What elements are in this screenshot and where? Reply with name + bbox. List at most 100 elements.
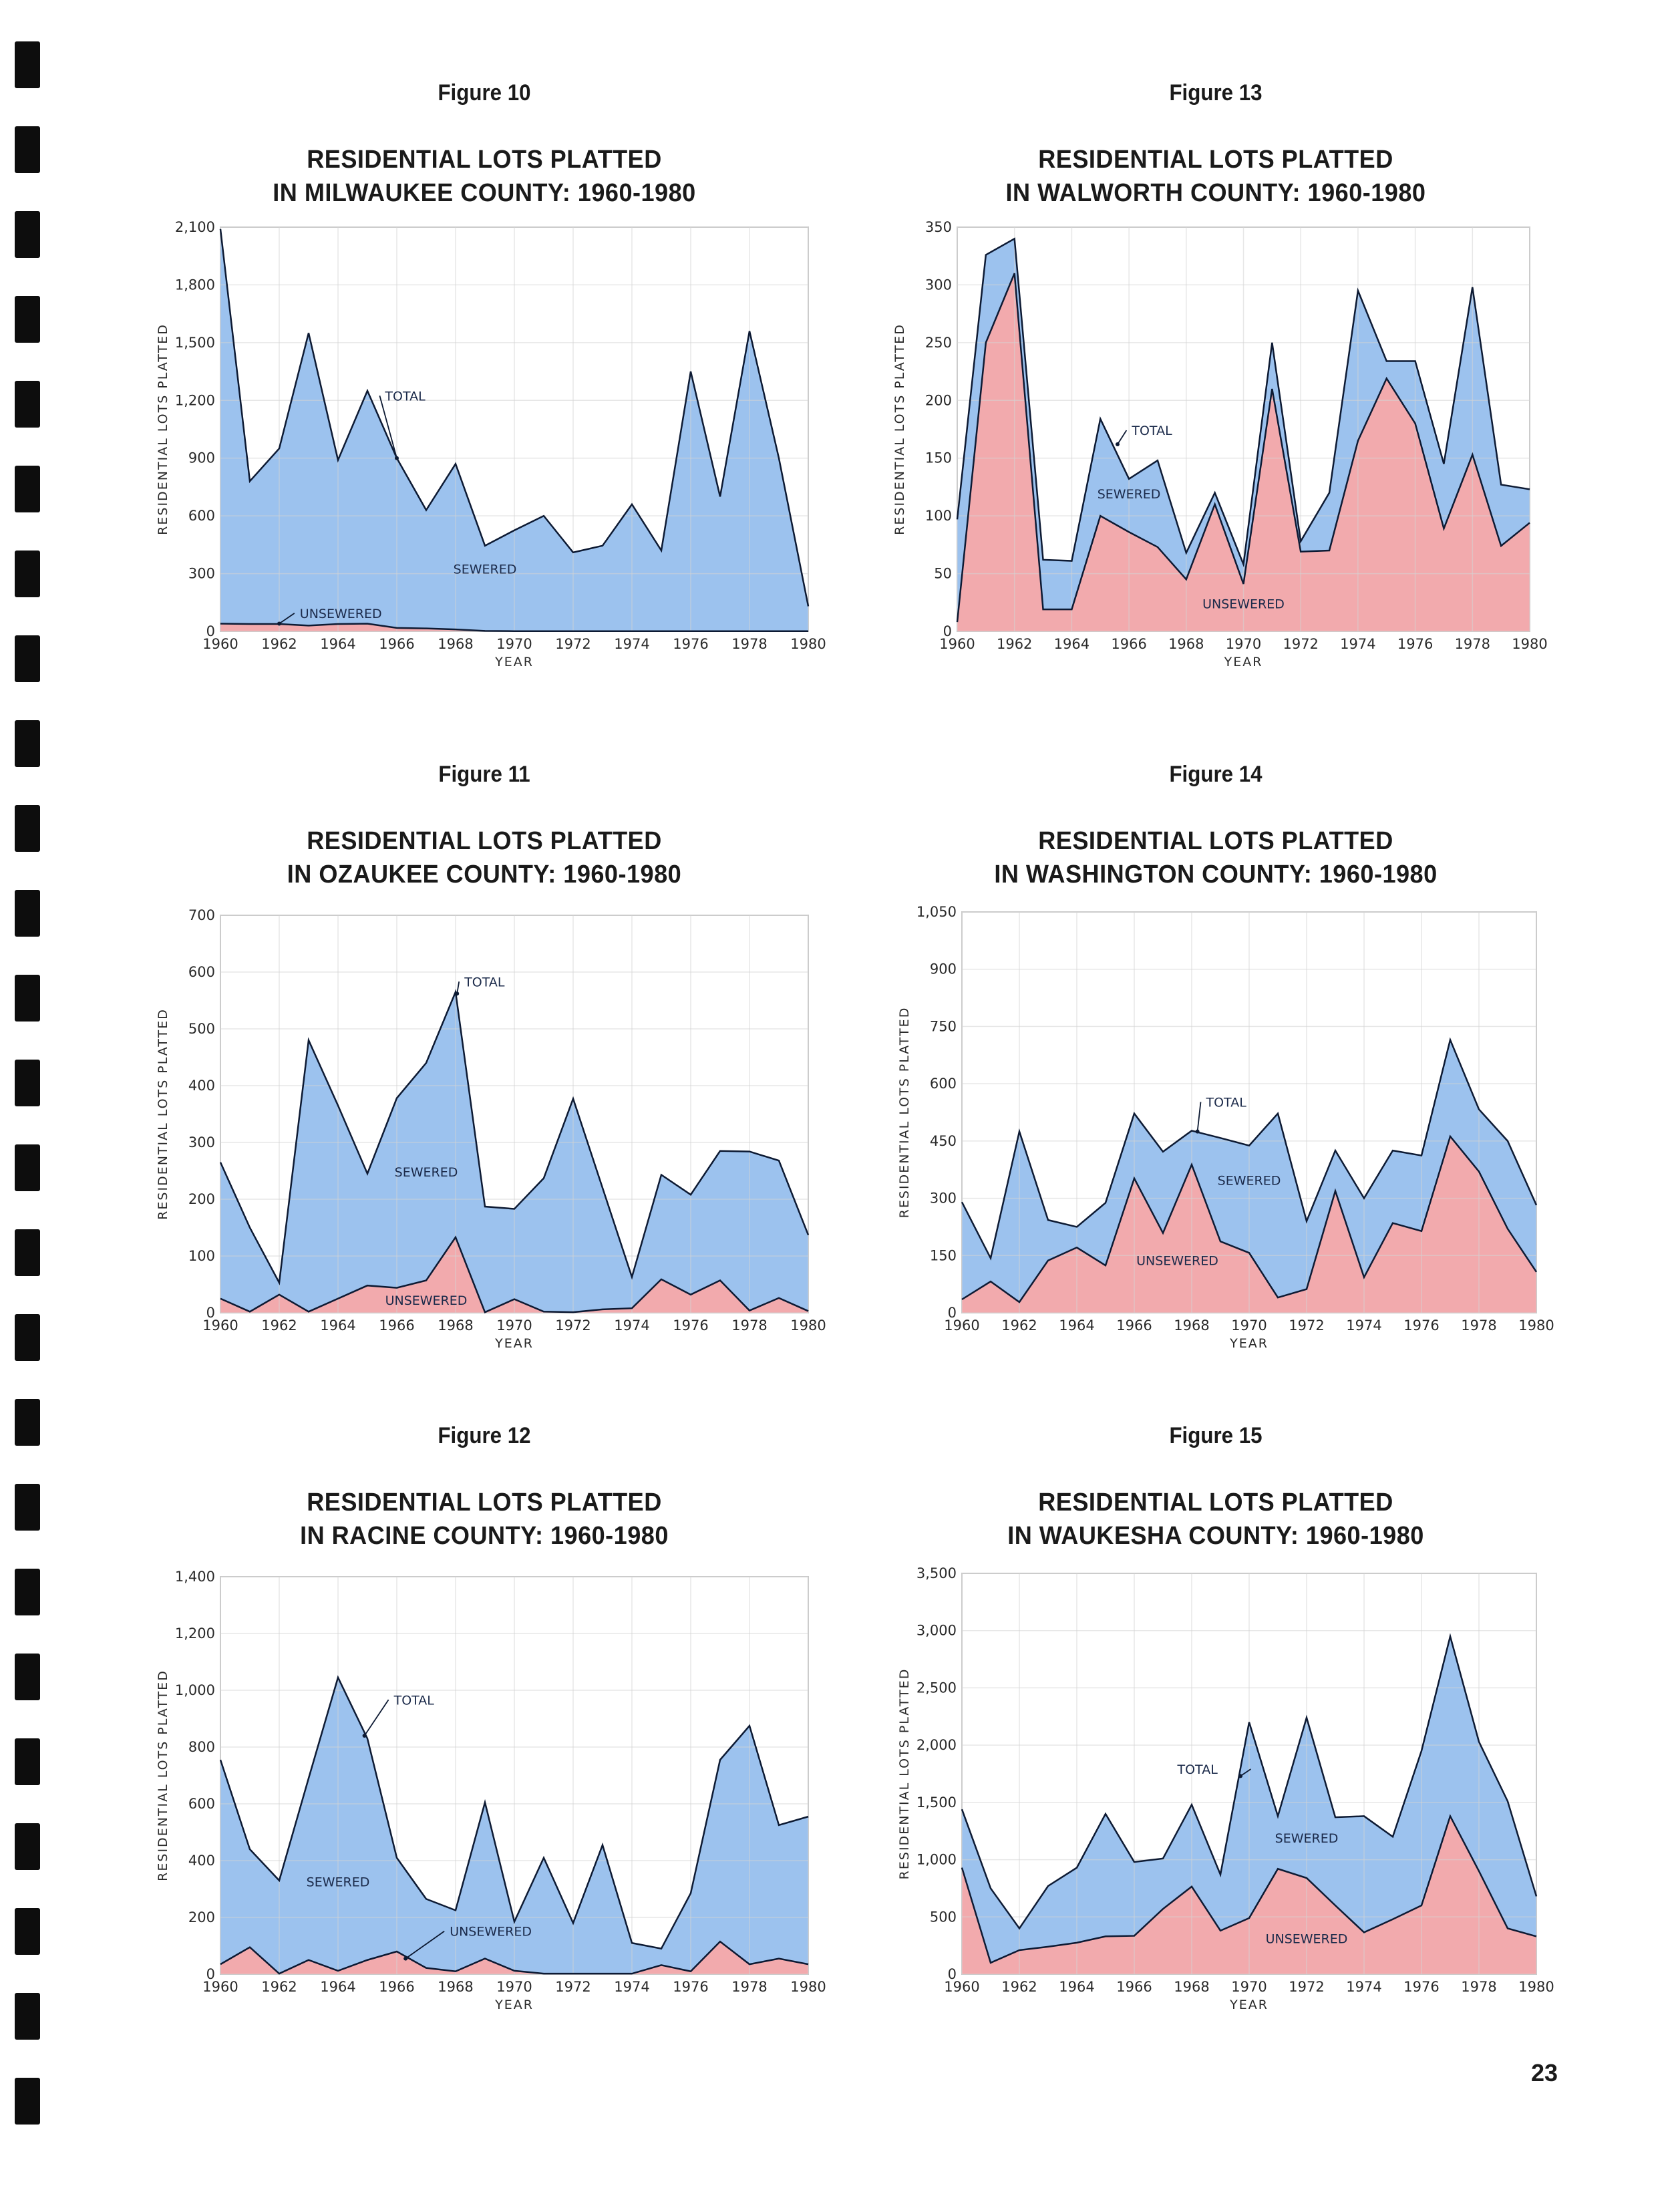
arrowhead-icon <box>277 621 281 626</box>
chart-title-line1: RESIDENTIAL LOTS PLATTED <box>307 1488 662 1517</box>
figure-11: Figure 11 RESIDENTIAL LOTS PLATTED IN OZ… <box>117 755 852 1356</box>
figure-12: Figure 12 RESIDENTIAL LOTS PLATTED IN RA… <box>117 1416 852 2018</box>
x-tick-label: 1976 <box>1403 1979 1439 1995</box>
x-tick-label: 1976 <box>1403 1317 1439 1334</box>
y-axis-label: RESIDENTIAL LOTS PLATTED <box>897 1668 912 1880</box>
figure-14: Figure 14 RESIDENTIAL LOTS PLATTED IN WA… <box>848 755 1583 1356</box>
arrowhead-icon <box>1238 1774 1243 1778</box>
x-tick-label: 1966 <box>379 1317 414 1334</box>
figure-13: Figure 13 RESIDENTIAL LOTS PLATTED IN WA… <box>848 73 1583 675</box>
x-tick-label: 1970 <box>496 1317 532 1334</box>
binding-hole <box>15 890 40 937</box>
x-tick-label: 1976 <box>673 636 708 652</box>
total-line <box>956 237 1530 568</box>
binding-hole <box>15 1060 40 1106</box>
y-tick-label: 1,400 <box>175 1569 215 1585</box>
unsewered-area <box>220 623 808 631</box>
chart-title-line1: RESIDENTIAL LOTS PLATTED <box>307 146 662 174</box>
y-tick-label: 400 <box>188 1853 215 1869</box>
binding-hole <box>15 1738 40 1785</box>
x-tick-label: 1980 <box>790 1317 826 1334</box>
x-tick-label: 1974 <box>1346 1979 1381 1995</box>
leader-line <box>405 1930 445 1959</box>
figure-label: Figure 15 <box>1169 1423 1263 1448</box>
annotation-total: TOTAL <box>1177 1762 1218 1777</box>
y-tick-label: 1,000 <box>916 1852 957 1868</box>
y-tick-label: 0 <box>206 623 215 639</box>
annotation-unsewered: UNSEWERED <box>1136 1254 1218 1269</box>
x-axis-label: YEAR <box>494 1998 534 2012</box>
binding-hole <box>15 1399 40 1446</box>
figure-15: Figure 15 RESIDENTIAL LOTS PLATTED IN WA… <box>848 1416 1583 2018</box>
x-tick-label: 1966 <box>379 636 414 652</box>
page-number: 23 <box>1531 2059 1558 2086</box>
x-axis-label: YEAR <box>1224 655 1263 669</box>
annotation-unsewered: UNSEWERED <box>450 1925 532 1939</box>
x-tick-label: 1978 <box>731 636 767 652</box>
y-tick-label: 900 <box>930 961 957 977</box>
y-axis-label: RESIDENTIAL LOTS PLATTED <box>897 1007 912 1219</box>
unsewered-area <box>962 1136 1536 1313</box>
chart-title: RESIDENTIAL LOTS PLATTED IN WASHINGTON C… <box>848 824 1583 891</box>
unsewered-line <box>220 1940 809 1975</box>
x-tick-label: 1970 <box>1226 636 1261 652</box>
x-tick-label: 1978 <box>1455 636 1490 652</box>
x-tick-label: 1978 <box>1461 1979 1496 1995</box>
y-axis-label: RESIDENTIAL LOTS PLATTED <box>156 1008 170 1220</box>
annotation-sewered: SEWERED <box>1218 1174 1281 1189</box>
y-axis-label: RESIDENTIAL LOTS PLATTED <box>156 323 170 535</box>
chart-title: RESIDENTIAL LOTS PLATTED IN RACINE COUNT… <box>117 1486 852 1553</box>
y-tick-label: 100 <box>925 508 952 524</box>
x-tick-label: 1980 <box>1518 1317 1554 1334</box>
binding-hole <box>15 2078 40 2125</box>
binding-hole <box>15 126 40 173</box>
chart-title-line2: IN MILWAUKEE COUNTY: 1960-1980 <box>273 179 696 207</box>
x-tick-label: 1962 <box>1001 1979 1037 1995</box>
binding-hole <box>15 1993 40 2040</box>
total-line <box>961 1633 1538 1930</box>
x-tick-label: 1968 <box>438 1317 473 1334</box>
y-tick-label: 2,500 <box>916 1680 957 1696</box>
x-tick-label: 1964 <box>1059 1979 1094 1995</box>
chart-title-line2: IN WALWORTH COUNTY: 1960-1980 <box>1005 179 1426 207</box>
figure-label: Figure 12 <box>438 1423 531 1448</box>
x-tick-label: 1972 <box>555 1317 591 1334</box>
x-tick-label: 1968 <box>1174 1979 1209 1995</box>
y-tick-label: 1,500 <box>175 335 215 351</box>
chart-title-line2: IN WASHINGTON COUNTY: 1960-1980 <box>994 860 1438 889</box>
total-line <box>219 989 810 1286</box>
chart-title: RESIDENTIAL LOTS PLATTED IN WAUKESHA COU… <box>848 1486 1583 1553</box>
chart-title: RESIDENTIAL LOTS PLATTED IN MILWAUKEE CO… <box>117 143 852 210</box>
y-tick-label: 350 <box>925 219 952 235</box>
y-tick-label: 250 <box>925 335 952 351</box>
y-tick-label: 200 <box>188 1191 215 1207</box>
x-tick-label: 1964 <box>320 636 355 652</box>
walworth-chart: 0 50 100 150 200 250 300 350 1960 1962 1964 1966 196… <box>892 219 1548 669</box>
figure-label: Figure 13 <box>1169 80 1263 106</box>
x-tick-label: 1972 <box>1289 1979 1324 1995</box>
chart-title-line1: RESIDENTIAL LOTS PLATTED <box>1038 146 1393 174</box>
x-tick-label: 1964 <box>1059 1317 1094 1334</box>
x-tick-label: 1980 <box>1512 636 1547 652</box>
x-tick-label: 1962 <box>261 636 297 652</box>
leader-line <box>456 981 460 994</box>
arrowhead-icon <box>362 1734 367 1738</box>
x-tick-label: 1978 <box>731 1979 767 1995</box>
figure-10: Figure 10 RESIDENTIAL LOTS PLATTED IN MI… <box>117 73 852 675</box>
x-tick-label: 1962 <box>997 636 1032 652</box>
y-tick-label: 50 <box>934 566 952 582</box>
y-tick-label: 0 <box>206 1305 215 1321</box>
x-tick-label: 1966 <box>1116 1979 1152 1995</box>
y-tick-label: 0 <box>948 1305 957 1321</box>
annotation-total: TOTAL <box>384 389 426 404</box>
x-tick-label: 1960 <box>939 636 975 652</box>
x-tick-label: 1962 <box>261 1979 297 1995</box>
chart-title-line1: RESIDENTIAL LOTS PLATTED <box>307 827 662 855</box>
x-tick-label: 1960 <box>944 1979 979 1995</box>
waukesha-chart: 0 500 1,000 1,500 2,000 2,500 3,000 3,500 1960 19… <box>897 1565 1554 2012</box>
annotation-sewered: SEWERED <box>454 563 517 577</box>
x-tick-label: 1962 <box>261 1317 297 1334</box>
leader-line <box>279 613 295 625</box>
binding-hole <box>15 1908 40 1955</box>
y-tick-label: 1,200 <box>175 392 215 408</box>
